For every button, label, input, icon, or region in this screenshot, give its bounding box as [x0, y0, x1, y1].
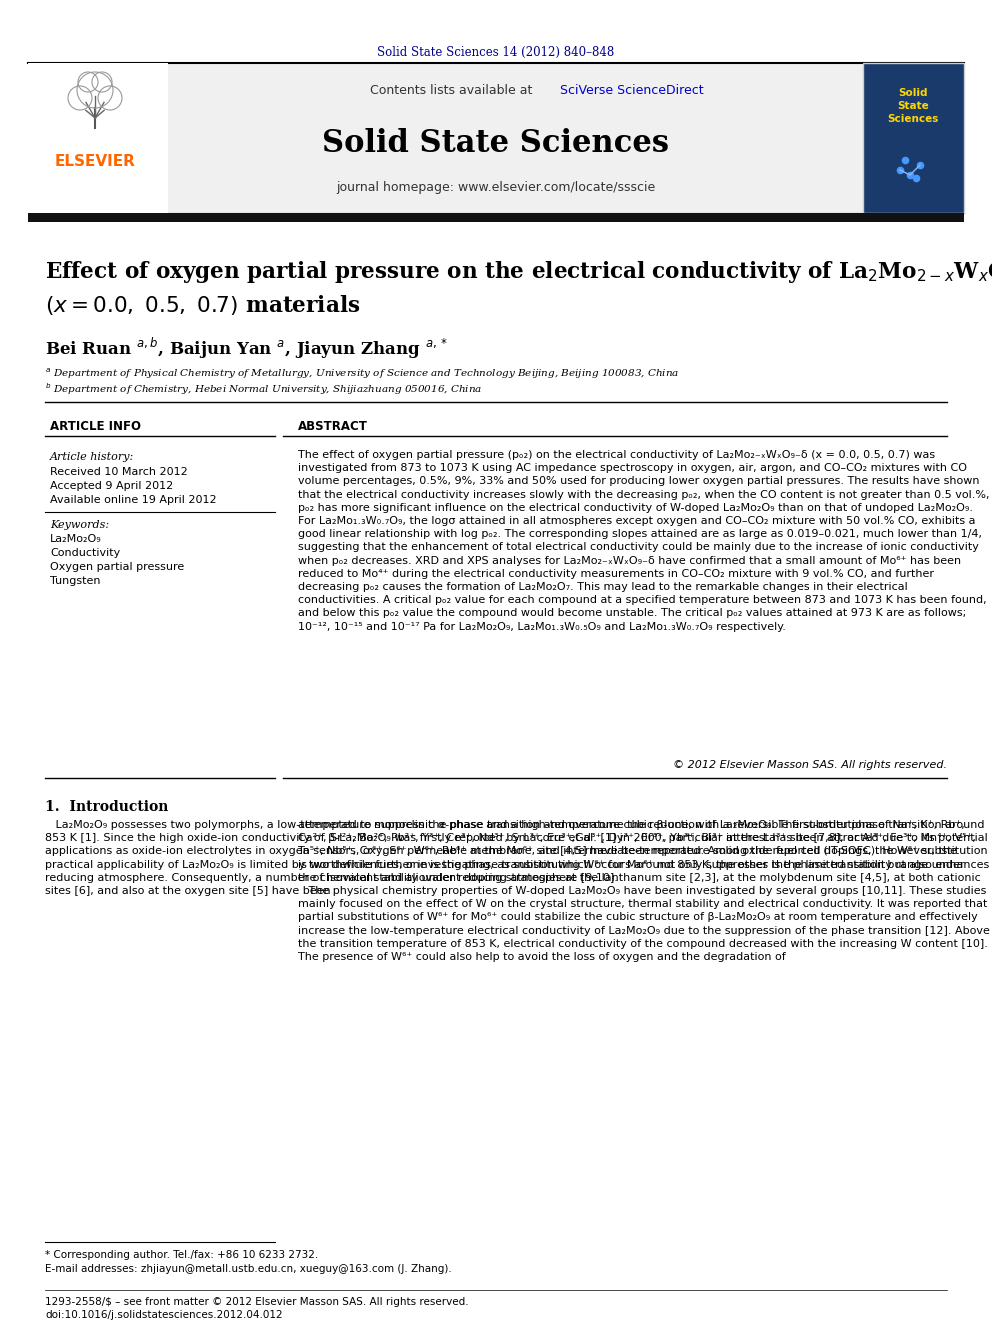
Point [897, 149, 913, 171]
Text: La₂Mo₂O₉ possesses two polymorphs, a low-temperature monoclinic α-phase and a hi: La₂Mo₂O₉ possesses two polymorphs, a low… [45, 820, 988, 896]
Text: Solid
State
Sciences: Solid State Sciences [887, 89, 938, 124]
Text: ARTICLE INFO: ARTICLE INFO [50, 419, 141, 433]
Text: Contents lists available at: Contents lists available at [370, 83, 541, 97]
Text: E-mail addresses: zhjiayun@metall.ustb.edu.cn, xueguy@163.com (J. Zhang).: E-mail addresses: zhjiayun@metall.ustb.e… [45, 1263, 451, 1274]
FancyBboxPatch shape [28, 213, 964, 222]
Text: ABSTRACT: ABSTRACT [298, 419, 368, 433]
Text: The effect of oxygen partial pressure (pₒ₂) on the electrical conductivity of La: The effect of oxygen partial pressure (p… [298, 450, 989, 631]
Text: Solid State Sciences 14 (2012) 840–848: Solid State Sciences 14 (2012) 840–848 [377, 45, 615, 58]
Point [908, 168, 924, 189]
Text: Keywords:: Keywords: [50, 520, 109, 531]
Text: Article history:: Article history: [50, 452, 134, 462]
FancyBboxPatch shape [863, 64, 964, 213]
Text: attempted to suppress the phase transition and overcome the reduction of La₂Mo₂O: attempted to suppress the phase transiti… [298, 820, 990, 962]
Text: $^a$ Department of Physical Chemistry of Metallurgy, University of Science and T: $^a$ Department of Physical Chemistry of… [45, 366, 680, 381]
Text: La₂Mo₂O₉: La₂Mo₂O₉ [50, 534, 102, 544]
Point [892, 159, 908, 180]
Text: Solid State Sciences: Solid State Sciences [322, 127, 670, 159]
FancyBboxPatch shape [28, 64, 964, 213]
Text: $^b$ Department of Chemistry, Hebei Normal University, Shijiazhuang 050016, Chin: $^b$ Department of Chemistry, Hebei Norm… [45, 381, 482, 397]
Text: © 2012 Elsevier Masson SAS. All rights reserved.: © 2012 Elsevier Masson SAS. All rights r… [673, 759, 947, 770]
Text: Tungsten: Tungsten [50, 576, 100, 586]
Text: Conductivity: Conductivity [50, 548, 120, 558]
Text: SciVerse ScienceDirect: SciVerse ScienceDirect [560, 83, 703, 97]
Text: ELSEVIER: ELSEVIER [55, 155, 136, 169]
Text: doi:10.1016/j.solidstatesciences.2012.04.012: doi:10.1016/j.solidstatesciences.2012.04… [45, 1310, 283, 1320]
Point [902, 164, 918, 185]
Text: Oxygen partial pressure: Oxygen partial pressure [50, 562, 185, 572]
Text: 1.  Introduction: 1. Introduction [45, 800, 169, 814]
FancyBboxPatch shape [28, 64, 168, 213]
Text: Effect of oxygen partial pressure on the electrical conductivity of La$_2$Mo$_{2: Effect of oxygen partial pressure on the… [45, 259, 992, 284]
Text: Bei Ruan $^{a,b}$, Baijun Yan $^{a}$, Jiayun Zhang $^{a,*}$: Bei Ruan $^{a,b}$, Baijun Yan $^{a}$, Ji… [45, 336, 448, 361]
Text: $(x = 0.0,\ 0.5,\ 0.7)$ materials: $(x = 0.0,\ 0.5,\ 0.7)$ materials [45, 292, 360, 318]
Text: * Corresponding author. Tel./fax: +86 10 6233 2732.: * Corresponding author. Tel./fax: +86 10… [45, 1250, 318, 1259]
Text: Available online 19 April 2012: Available online 19 April 2012 [50, 495, 216, 505]
Text: 1293-2558/$ – see front matter © 2012 Elsevier Masson SAS. All rights reserved.: 1293-2558/$ – see front matter © 2012 El… [45, 1297, 468, 1307]
Text: Accepted 9 April 2012: Accepted 9 April 2012 [50, 482, 174, 491]
Point [912, 155, 928, 176]
Text: journal homepage: www.elsevier.com/locate/ssscie: journal homepage: www.elsevier.com/locat… [336, 181, 656, 194]
Text: Received 10 March 2012: Received 10 March 2012 [50, 467, 187, 478]
